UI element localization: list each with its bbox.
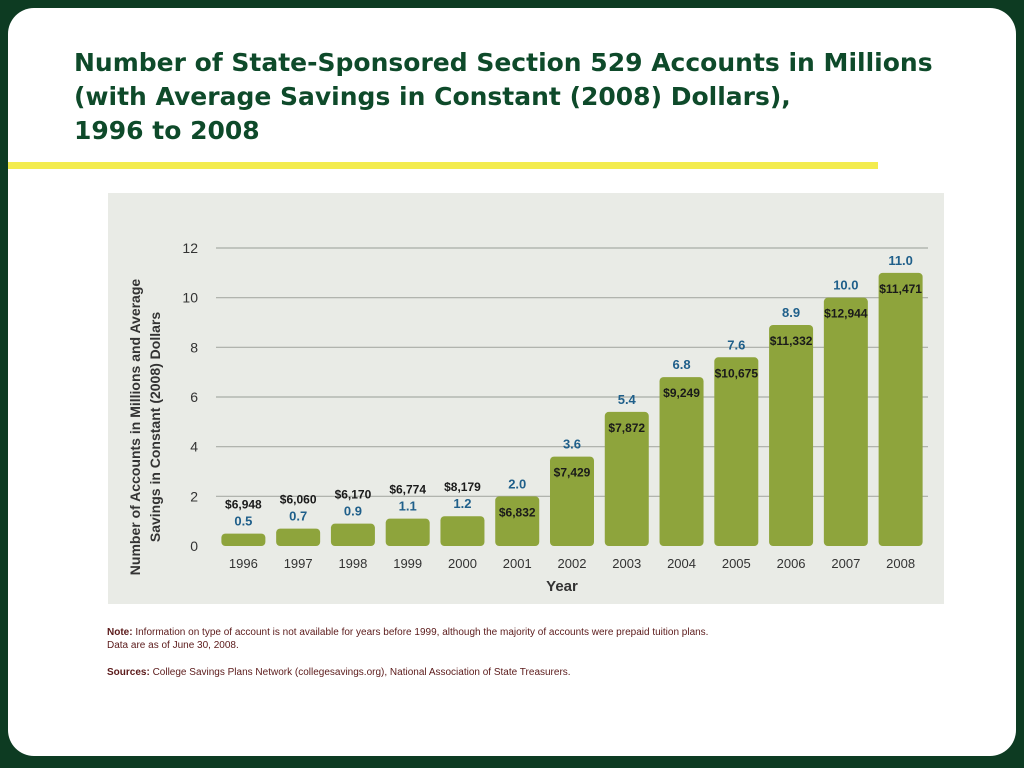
note-label: Note: (107, 627, 133, 638)
x-tick-label: 2002 (558, 556, 587, 571)
bar-savings-label: $12,944 (824, 307, 868, 321)
bar-savings-label: $6,832 (499, 505, 536, 519)
note-text-2: Data are as of June 30, 2008. (107, 640, 239, 651)
bar-value-label: 3.6 (563, 437, 581, 452)
bar (714, 357, 759, 546)
bar (550, 456, 594, 546)
x-tick-label: 2001 (503, 556, 532, 571)
bar-value-label: 10.0 (833, 278, 858, 293)
bar-savings-label: $6,170 (335, 488, 372, 502)
y-axis-title-line: Number of Accounts in Millions and Avera… (127, 279, 143, 576)
bar-savings-label: $11,332 (770, 334, 813, 348)
y-tick-label: 10 (182, 290, 198, 306)
bar-value-label: 2.0 (508, 476, 526, 491)
bar (659, 377, 704, 546)
x-tick-label: 2000 (448, 556, 477, 571)
title-line-1: Number of State-Sponsored Section 529 Ac… (74, 48, 933, 77)
bar-chart: 0 2 4 6 8 10 12 0.5 $6,948 0.7 $6,060 0.9 $6,170 1.1… (127, 240, 928, 595)
bar-savings-label: $6,774 (389, 483, 426, 497)
bar-value-label: 11.0 (888, 253, 913, 268)
notes-block: Note: Information on type of account is … (107, 626, 987, 679)
y-axis-title: Number of Accounts in Millions and Avera… (127, 279, 163, 576)
bar-value-label: 8.9 (782, 305, 800, 320)
title-line-3: 1996 to 2008 (74, 116, 260, 145)
bar-value-label: 1.2 (453, 496, 471, 511)
sources-text: College Savings Plans Network (collegesa… (152, 667, 571, 678)
bar (823, 297, 868, 546)
bar-value-label: 0.9 (344, 504, 362, 519)
axis-titles: Year Number of Accounts in Millions and A… (127, 279, 578, 595)
bar (769, 324, 814, 546)
x-tick-label: 1999 (393, 556, 422, 571)
x-tick-label: 2007 (831, 556, 860, 571)
x-tick-label: 1998 (338, 556, 367, 571)
y-axis-ticks: 0 2 4 6 8 10 12 (182, 240, 198, 554)
sources-label: Sources: (107, 667, 150, 678)
x-tick-label: 2005 (722, 556, 751, 571)
y-axis-title-line: Savings in Constant (2008) Dollars (147, 312, 163, 542)
bar-savings-label: $8,179 (444, 480, 481, 494)
data-labels: 0.5 $6,948 0.7 $6,060 0.9 $6,170 1.1 $6,774 1.2 $… (225, 253, 922, 529)
bar-savings-label: $11,471 (879, 282, 922, 296)
bar (221, 533, 266, 546)
slide-title: Number of State-Sponsored Section 529 Ac… (74, 46, 974, 148)
y-tick-label: 6 (190, 389, 198, 405)
x-tick-label: 1997 (284, 556, 313, 571)
x-tick-label: 2003 (612, 556, 641, 571)
bar (440, 516, 485, 546)
x-axis-title: Year (546, 578, 578, 595)
bar-savings-label: $9,249 (663, 386, 700, 400)
bar-savings-label: $10,675 (715, 366, 759, 380)
title-underline-rule (8, 162, 878, 169)
bar-value-label: 5.4 (618, 392, 637, 407)
y-tick-label: 2 (190, 488, 198, 504)
bar-savings-label: $6,948 (225, 498, 262, 512)
bar-savings-label: $7,429 (554, 466, 591, 480)
bar-value-label: 0.7 (289, 509, 307, 524)
bar (385, 518, 430, 546)
slide: Number of State-Sponsored Section 529 Ac… (8, 8, 1016, 756)
bar-value-label: 0.5 (234, 514, 252, 529)
bar (604, 411, 649, 546)
x-tick-label: 2004 (667, 556, 696, 571)
bar (495, 496, 540, 546)
bar-savings-label: $6,060 (280, 493, 317, 507)
y-tick-label: 12 (182, 240, 198, 256)
bar-value-label: 1.1 (399, 499, 417, 514)
bars (221, 272, 923, 546)
x-axis-ticks: 1996 1997 1998 1999 2000 2001 2002 2003 2004 2005… (229, 556, 915, 571)
x-tick-label: 1996 (229, 556, 258, 571)
bar-savings-label: $7,872 (608, 421, 645, 435)
bar (330, 523, 375, 546)
note-text: Information on type of account is not av… (135, 627, 709, 638)
y-tick-label: 0 (190, 538, 198, 554)
bar (276, 528, 321, 546)
sources-paragraph: Sources: College Savings Plans Network (… (107, 666, 987, 679)
title-line-2: (with Average Savings in Constant (2008)… (74, 82, 791, 111)
y-tick-label: 8 (190, 339, 198, 355)
y-tick-label: 4 (190, 439, 198, 455)
note-paragraph: Note: Information on type of account is … (107, 626, 987, 639)
chart-panel: 0 2 4 6 8 10 12 0.5 $6,948 0.7 $6,060 0.9 $6,170 1.1… (108, 193, 944, 604)
bar (878, 272, 923, 546)
x-tick-label: 2008 (886, 556, 915, 571)
bar-value-label: 6.8 (672, 357, 690, 372)
bar-value-label: 7.6 (727, 337, 745, 352)
x-tick-label: 2006 (777, 556, 806, 571)
